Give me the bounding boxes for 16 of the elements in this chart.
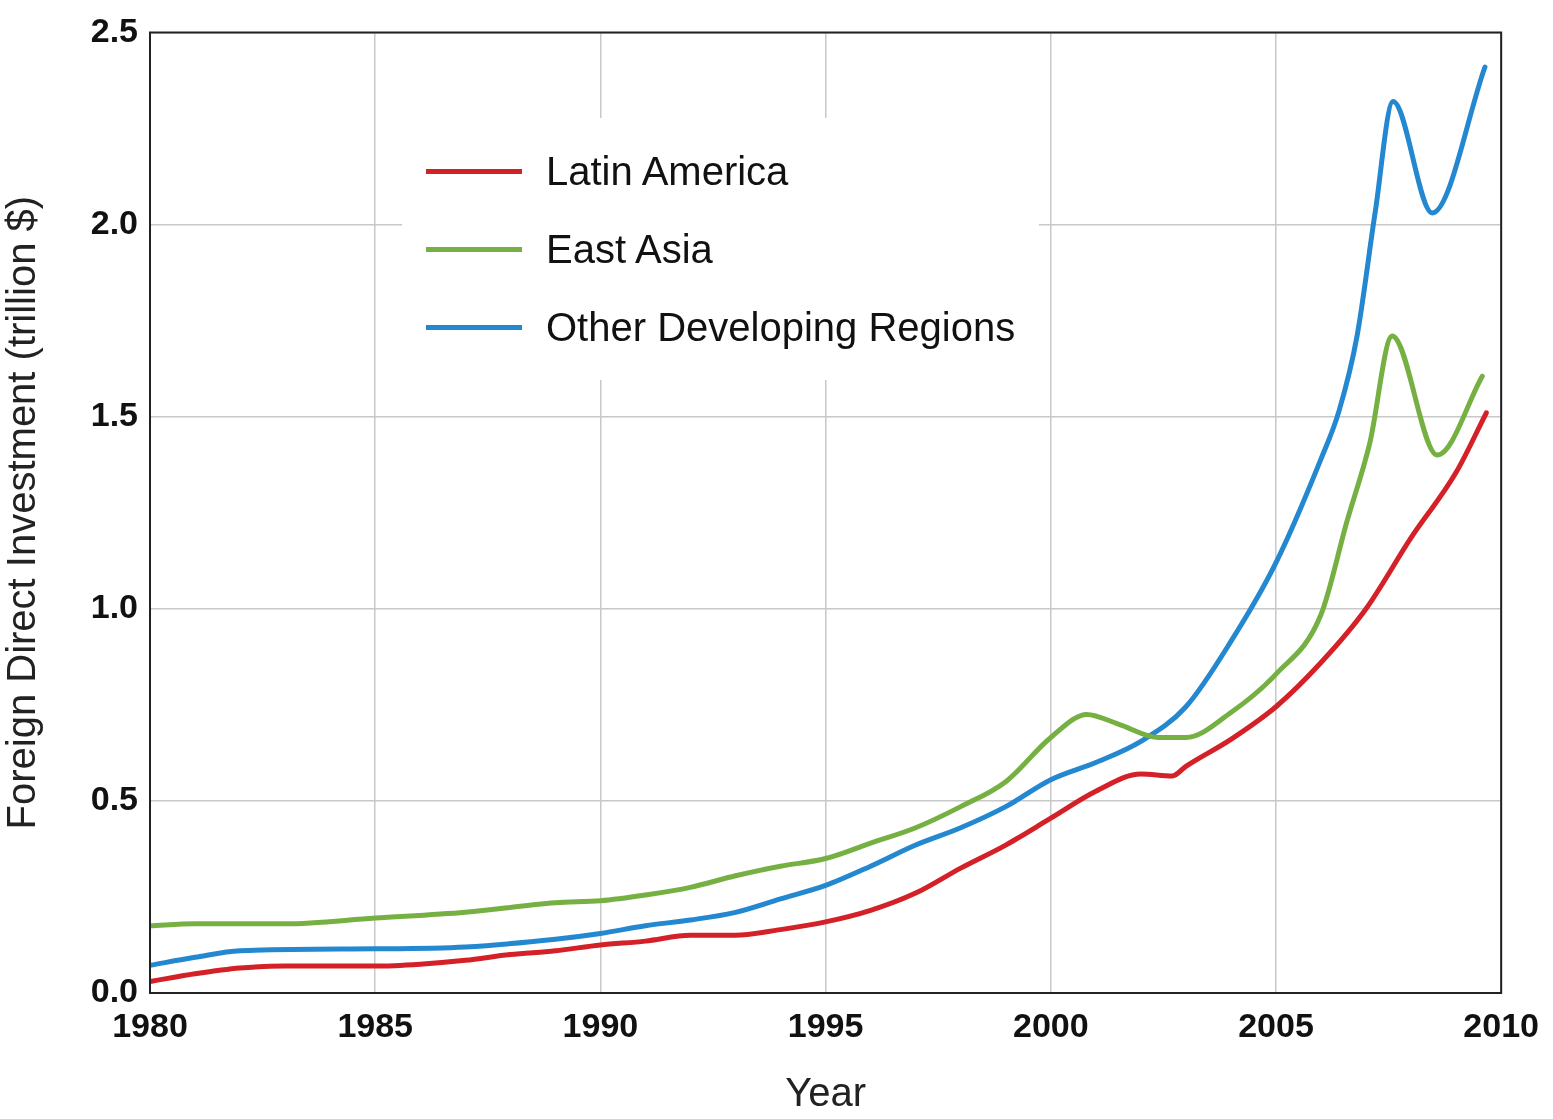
y-tick-label: 1.0	[90, 587, 138, 626]
y-axis-title: Foreign Direct Investment (trillion $)	[0, 195, 44, 830]
legend-label: East Asia	[546, 226, 713, 272]
x-tick-label: 1990	[562, 1005, 639, 1044]
x-tick-label: 1985	[337, 1005, 414, 1044]
x-axis-title: Year	[785, 1070, 866, 1115]
y-tick-label: 1.5	[90, 395, 138, 434]
x-tick-label: 2005	[1238, 1005, 1314, 1044]
y-tick-label: 0.5	[90, 779, 138, 818]
x-tick-label: 1995	[787, 1005, 864, 1044]
x-tick-label: 2010	[1463, 1005, 1539, 1044]
legend-label: Other Developing Regions	[546, 304, 1016, 350]
y-tick-label: 2.5	[90, 10, 138, 49]
legend-label: Latin America	[546, 148, 789, 194]
y-tick-label: 2.0	[90, 202, 138, 241]
x-tick-label: 2000	[1012, 1005, 1089, 1044]
